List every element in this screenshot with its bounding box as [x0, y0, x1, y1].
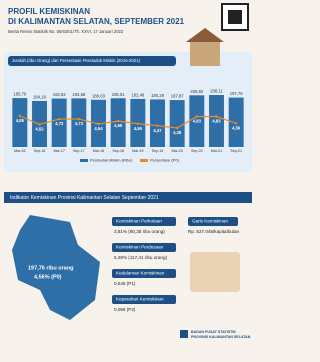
value-label: 195,01 — [112, 92, 125, 97]
pct-label: 4,83 — [212, 119, 221, 124]
x-tick-label: Sep-18 — [112, 149, 124, 153]
pct-label: 4,54 — [94, 126, 103, 131]
logo — [180, 330, 188, 338]
qr-code — [228, 10, 242, 24]
bar — [189, 95, 205, 147]
bar — [110, 98, 126, 147]
title: DI KALIMANTAN SELATAN, SEPTEMBER 2021 — [8, 17, 185, 26]
indicator-value: 3,81% (80,35 ribu orang) — [114, 229, 165, 234]
x-tick-label: Sep-20 — [191, 149, 203, 153]
line-point — [18, 114, 22, 118]
indicator-title: Indikator Kemiskinan Provinsi Kalimantan… — [10, 195, 159, 201]
x-tick-label: Sep-19 — [152, 149, 164, 153]
pct-label: 4,56 — [232, 126, 241, 131]
pct-label: 4,73 — [75, 121, 84, 126]
legend-label: Persentase (P0) — [150, 158, 180, 163]
legend-label: Penduduk Miskin (Ribu) — [90, 158, 133, 163]
chart-header — [8, 56, 176, 66]
x-tick-label: Sep-16 — [34, 149, 46, 153]
title: PROFIL KEMISKINAN — [8, 7, 90, 16]
value-label: 208,11 — [210, 89, 223, 94]
value-label: 189,03 — [92, 93, 105, 98]
line-point — [38, 123, 41, 126]
chart-title: Jumlah (ribu Orang) dan Persentase Pendu… — [12, 58, 141, 63]
legend-swatch — [140, 159, 148, 162]
x-tick-label: Mar-21 — [211, 149, 222, 153]
line-point — [175, 126, 179, 130]
line-point — [97, 122, 100, 126]
pct-label: 4,65 — [114, 123, 123, 128]
indicator-label-box — [112, 269, 176, 278]
line-point — [195, 115, 199, 118]
value-label: 197,76 — [230, 91, 243, 96]
indicator-label: Kemiskinan Perkotaan — [116, 219, 162, 224]
pct-label: 4,73 — [55, 121, 64, 126]
x-tick-label: Mar-19 — [132, 149, 143, 153]
house-icon — [186, 28, 224, 42]
x-tick-label: Mar-18 — [93, 149, 104, 153]
qr-code — [221, 3, 249, 31]
value-label: 193,92 — [53, 92, 66, 97]
line-point — [136, 122, 140, 125]
bar — [12, 98, 28, 147]
pct-label: 4,52 — [35, 127, 44, 132]
x-tick-label: Sep-21 — [230, 149, 242, 153]
pct-label: 4,55 — [134, 126, 143, 131]
indicator-label: Garis Kemiskinan — [192, 219, 228, 224]
value-label: 195,70 — [13, 92, 26, 97]
pct-label: 4,47 — [153, 128, 162, 133]
value-label: 187,87 — [171, 94, 184, 99]
line-point — [57, 117, 61, 121]
value-label: 206,92 — [190, 89, 203, 94]
x-tick-label: Mar-16 — [14, 149, 25, 153]
x-tick-label: Mar-20 — [171, 149, 182, 153]
legend-swatch — [80, 159, 88, 162]
x-tick-label: Mar-17 — [53, 149, 64, 153]
bar — [169, 100, 185, 147]
value-label: 192,48 — [131, 93, 144, 98]
indicator-label: Kedalaman Kemiskinan — [116, 271, 165, 276]
indicator-label: Kemiskinan Perdesaan — [116, 245, 164, 250]
line-point — [116, 119, 120, 123]
indicator-label-box — [188, 217, 238, 226]
pct-label: 4,85 — [16, 118, 25, 123]
indicator-value: 0,096 (P2) — [114, 307, 136, 312]
line-point — [77, 117, 81, 121]
indicator-header — [4, 192, 252, 203]
value-label: 184,16 — [33, 95, 46, 100]
indicator-label-box — [112, 295, 176, 304]
line-point — [156, 124, 159, 127]
footer-org: PROVINSI KALIMANTAN SELATAN — [191, 335, 251, 339]
indicator-label: Keparahan Kemiskinan — [116, 297, 164, 302]
footer-org: BADAN PUSAT STATISTIK — [191, 330, 236, 334]
map — [12, 215, 100, 320]
value-label: 190,29 — [151, 93, 164, 98]
indicator-value: 0,546 (P1) — [114, 281, 136, 286]
bar — [71, 98, 87, 147]
total-poor: 197,76 ribu orang — [28, 265, 74, 271]
x-tick-label: Sep-17 — [73, 149, 85, 153]
line — [19, 115, 237, 129]
value-label: 194,56 — [72, 92, 85, 97]
bar — [209, 95, 224, 147]
indicator-value: Rp. 527.045/kapita/bulan — [188, 229, 240, 234]
subtitle: Berita Resmi Statistik No. 05/63/01/Th. … — [8, 29, 124, 34]
house-icon — [190, 40, 220, 66]
line-point — [234, 122, 238, 125]
indicator-value: 5,28% (117,41 ribu orang) — [114, 255, 168, 260]
line-point — [215, 115, 218, 118]
total-pct: 4,56% (P0) — [34, 274, 62, 280]
bar — [51, 98, 67, 147]
indicator-label-box — [112, 243, 176, 252]
indicator-label-box — [112, 217, 176, 226]
infographic: PROFIL KEMISKINAN DI KALIMANTAN SELATAN,… — [4, 3, 252, 339]
people-illustration — [190, 252, 240, 292]
bar — [150, 99, 165, 147]
pct-label: 4,83 — [193, 119, 202, 124]
pct-label: 4,38 — [173, 130, 182, 135]
